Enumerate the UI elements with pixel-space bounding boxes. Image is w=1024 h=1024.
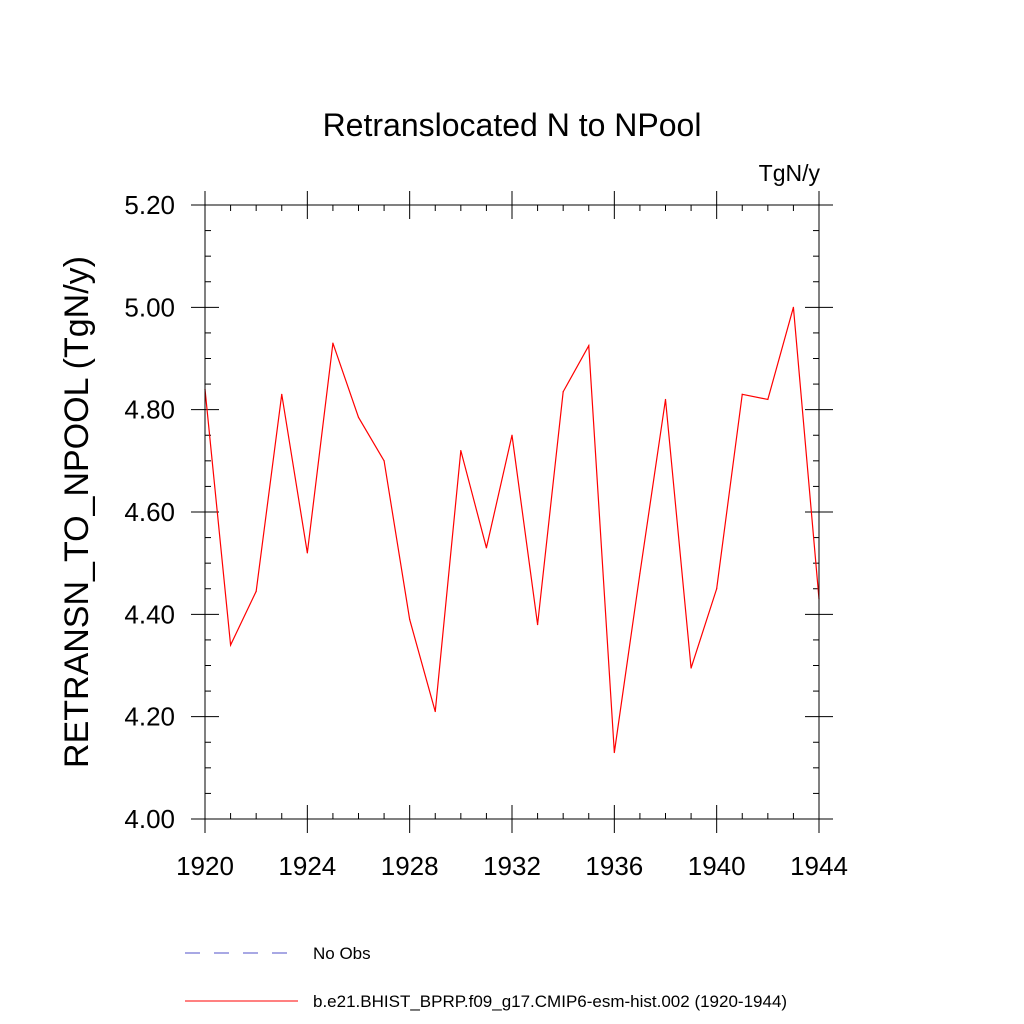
legend-label-model-run: b.e21.BHIST_BPRP.f09_g17.CMIP6-esm-hist.… [313,992,787,1011]
x-tick-label: 1936 [585,851,643,881]
data-point [511,434,513,436]
data-point [357,416,360,418]
axis-ticks [191,191,833,833]
data-point [332,342,334,344]
data-point [613,751,615,754]
data-point [409,618,411,621]
y-tick-label: 4.00 [124,804,175,834]
x-tick-label: 1940 [688,851,746,881]
data-point [383,460,385,462]
y-tick-label: 5.20 [124,190,175,220]
units-label: TgN/y [759,160,821,186]
data-point [639,572,641,575]
y-tick-label: 4.80 [124,395,175,425]
y-tick-label: 4.60 [124,497,175,527]
data-point [306,552,308,554]
data-point [716,588,718,590]
x-tick-labels: 1920 1924 1928 1932 1936 1940 1944 [176,851,848,881]
x-tick-label: 1944 [790,851,848,881]
data-point [255,590,257,592]
data-point [229,644,232,646]
chart-title: Retranslocated N to NPool [323,107,702,143]
y-tick-label: 5.00 [124,292,175,322]
data-point [588,345,590,347]
data-point [562,391,564,393]
data-point [485,547,488,549]
data-point [434,710,436,713]
data-points [204,306,820,754]
data-point [690,667,692,669]
data-point [664,398,667,401]
x-tick-label: 1924 [278,851,336,881]
x-tick-label: 1928 [381,851,439,881]
plot-frame [204,204,820,820]
data-point [281,393,283,395]
y-tick-label: 4.20 [124,702,175,732]
data-point [792,306,795,308]
y-tick-labels: 4.00 4.20 4.40 4.60 4.80 5.00 5.20 [124,190,175,834]
data-point [536,623,539,626]
y-axis-label: RETRANSN_TO_NPOOL (TgN/y) [58,256,96,768]
x-tick-label: 1932 [483,851,541,881]
data-point [741,393,743,395]
x-tick-label: 1920 [176,851,234,881]
y-tick-label: 4.40 [124,599,175,629]
series-line [204,307,820,753]
data-point [767,398,769,401]
legend-label-no-obs: No Obs [313,944,371,963]
legend: No Obs b.e21.BHIST_BPRP.f09_g17.CMIP6-es… [185,944,787,1011]
data-point [460,450,462,452]
